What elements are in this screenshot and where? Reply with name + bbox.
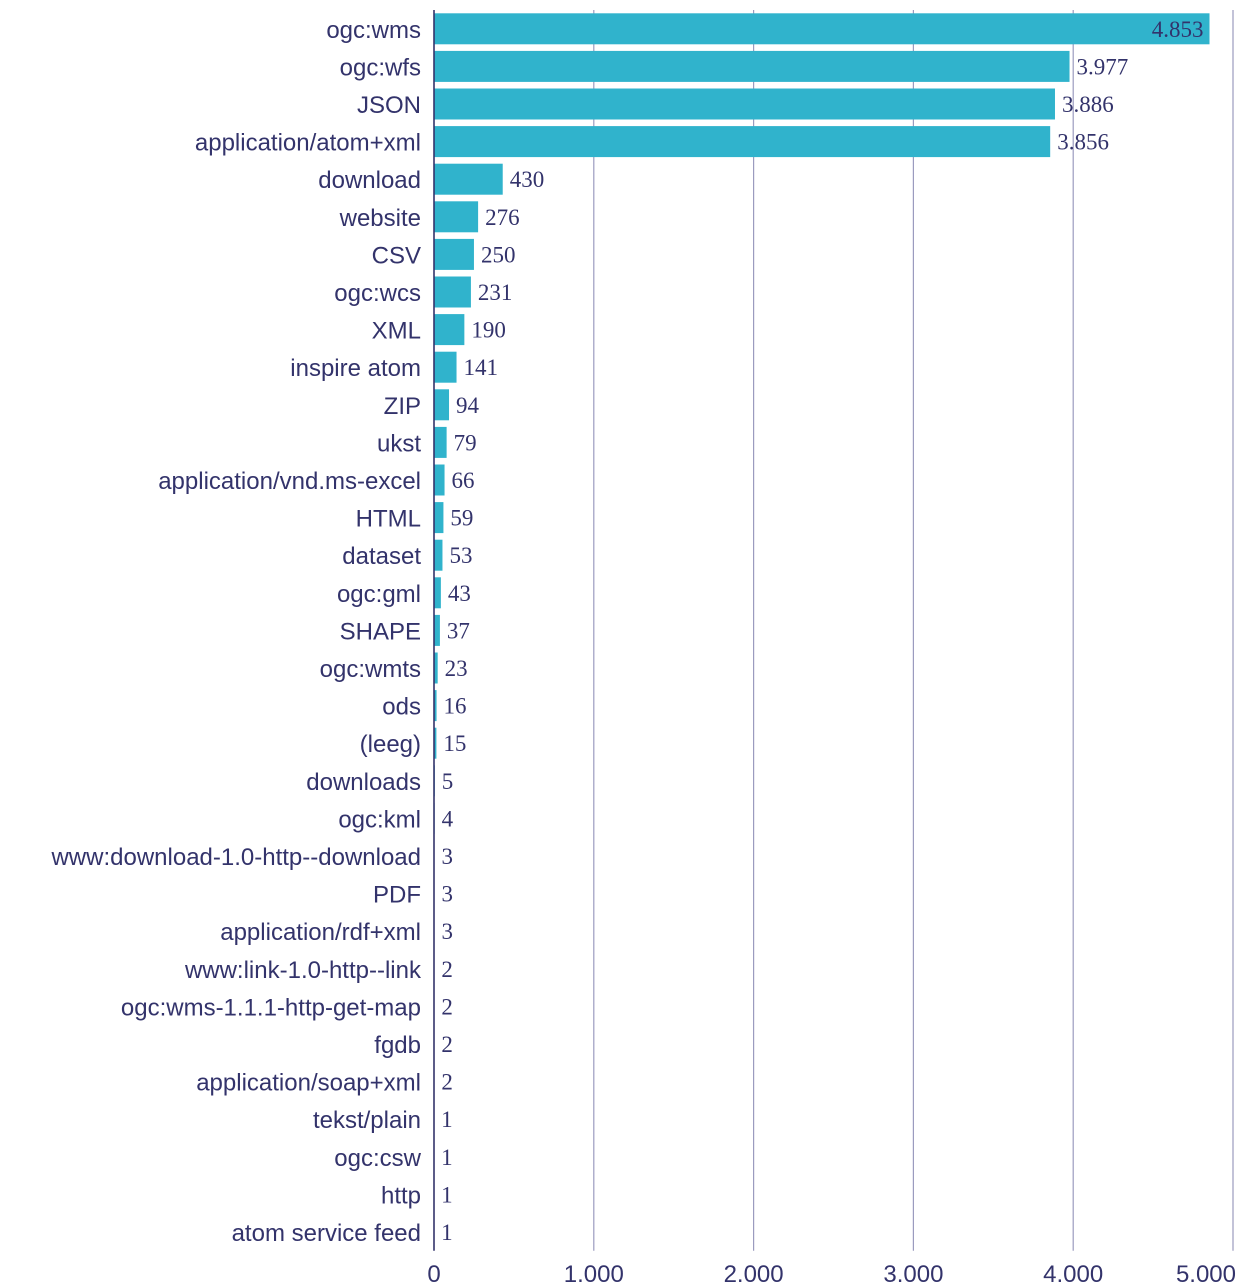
value-label: 53 <box>449 543 472 568</box>
value-label: 1 <box>441 1182 453 1207</box>
category-label: CSV <box>372 242 421 269</box>
bar <box>434 539 443 571</box>
category-label: ogc:wmts <box>320 656 421 683</box>
value-label: 3 <box>441 882 453 907</box>
x-tick-label: 5.000 <box>1176 1261 1236 1286</box>
bar <box>434 13 1210 45</box>
x-tick-label: 0 <box>427 1261 440 1286</box>
value-label: 37 <box>447 618 470 643</box>
value-label: 23 <box>445 656 468 681</box>
value-labels: 4.8533.9773.8863.85643027625023119014194… <box>441 17 1203 1245</box>
value-label: 1 <box>441 1220 453 1245</box>
bar <box>434 426 447 458</box>
x-tick-label: 3.000 <box>883 1261 943 1286</box>
category-label: PDF <box>373 882 421 909</box>
bar <box>434 690 437 722</box>
category-label: ogc:wcs <box>334 280 421 307</box>
value-label: 66 <box>452 468 475 493</box>
category-label: ogc:gml <box>337 581 421 608</box>
bar <box>434 88 1055 120</box>
bar <box>434 314 465 346</box>
category-label: ogc:csw <box>334 1145 421 1172</box>
category-label: www:link-1.0-http--link <box>184 957 422 984</box>
value-label: 5 <box>442 769 454 794</box>
value-label: 43 <box>448 581 471 606</box>
bar <box>434 201 479 233</box>
category-label: ogc:kml <box>338 806 421 833</box>
bar <box>434 652 438 684</box>
category-label: ogc:wfs <box>340 54 421 81</box>
category-label: ogc:wms-1.1.1-http-get-map <box>121 994 421 1021</box>
x-tick-label: 1.000 <box>564 1261 624 1286</box>
value-label: 15 <box>443 731 466 756</box>
value-label: 1 <box>441 1107 453 1132</box>
category-label: ods <box>382 694 421 721</box>
value-label: 4 <box>442 806 454 831</box>
category-label: JSON <box>357 92 421 119</box>
value-label: 141 <box>464 355 499 380</box>
category-labels: ogc:wms ogc:wfs JSON application/atom+xml do… <box>50 17 422 1247</box>
category-label: inspire atom <box>290 355 421 382</box>
bar <box>434 126 1051 158</box>
value-label: 2 <box>441 1070 453 1095</box>
bar <box>434 238 474 270</box>
category-label: atom service feed <box>232 1220 421 1247</box>
value-label: 4.853 <box>1152 17 1204 42</box>
bar <box>434 163 503 195</box>
category-label: XML <box>372 318 421 345</box>
bar <box>434 577 441 609</box>
category-label: SHAPE <box>340 618 421 645</box>
category-label: application/soap+xml <box>196 1070 421 1097</box>
bar <box>434 727 437 759</box>
category-label: application/atom+xml <box>195 130 421 157</box>
bar <box>434 50 1070 82</box>
bar <box>434 389 450 421</box>
category-label: HTML <box>356 506 421 533</box>
value-label: 190 <box>471 318 506 343</box>
category-label: www:download-1.0-http--download <box>50 844 421 871</box>
value-label: 3 <box>441 844 453 869</box>
x-axis-ticks: 0 1.000 2.000 3.000 4.000 5.000 <box>427 1261 1236 1286</box>
value-label: 430 <box>510 167 545 192</box>
bar <box>434 502 444 534</box>
value-label: 250 <box>481 242 516 267</box>
value-label: 2 <box>441 994 453 1019</box>
value-label: 3.977 <box>1077 54 1129 79</box>
category-label: application/rdf+xml <box>220 919 421 946</box>
category-label: application/vnd.ms-excel <box>158 468 421 495</box>
category-label: fgdb <box>374 1032 421 1059</box>
category-label: tekst/plain <box>313 1107 421 1134</box>
grid-lines <box>593 10 1234 1251</box>
category-label: ZIP <box>384 393 421 420</box>
value-label: 16 <box>444 694 467 719</box>
value-label: 3.856 <box>1057 130 1109 155</box>
category-label: downloads <box>306 769 421 796</box>
bars <box>434 13 1210 1248</box>
bar <box>434 276 471 308</box>
value-label: 2 <box>441 957 453 982</box>
value-label: 94 <box>456 393 480 418</box>
bar <box>434 614 440 646</box>
value-label: 79 <box>454 430 477 455</box>
category-label: ukst <box>377 430 421 457</box>
category-label: dataset <box>342 543 421 570</box>
value-label: 1 <box>441 1145 453 1170</box>
value-label: 276 <box>485 205 520 230</box>
bar <box>434 351 457 383</box>
bar <box>434 464 445 496</box>
value-label: 3 <box>441 919 453 944</box>
category-label: http <box>381 1182 421 1209</box>
x-tick-label: 4.000 <box>1043 1261 1103 1286</box>
category-label: website <box>339 205 421 232</box>
category-label: (leeg) <box>360 731 421 758</box>
value-label: 3.886 <box>1062 92 1114 117</box>
category-label: ogc:wms <box>326 17 421 44</box>
x-tick-label: 2.000 <box>724 1261 784 1286</box>
category-label: download <box>318 167 421 194</box>
value-label: 59 <box>450 506 473 531</box>
value-label: 2 <box>441 1032 453 1057</box>
value-label: 231 <box>478 280 513 305</box>
